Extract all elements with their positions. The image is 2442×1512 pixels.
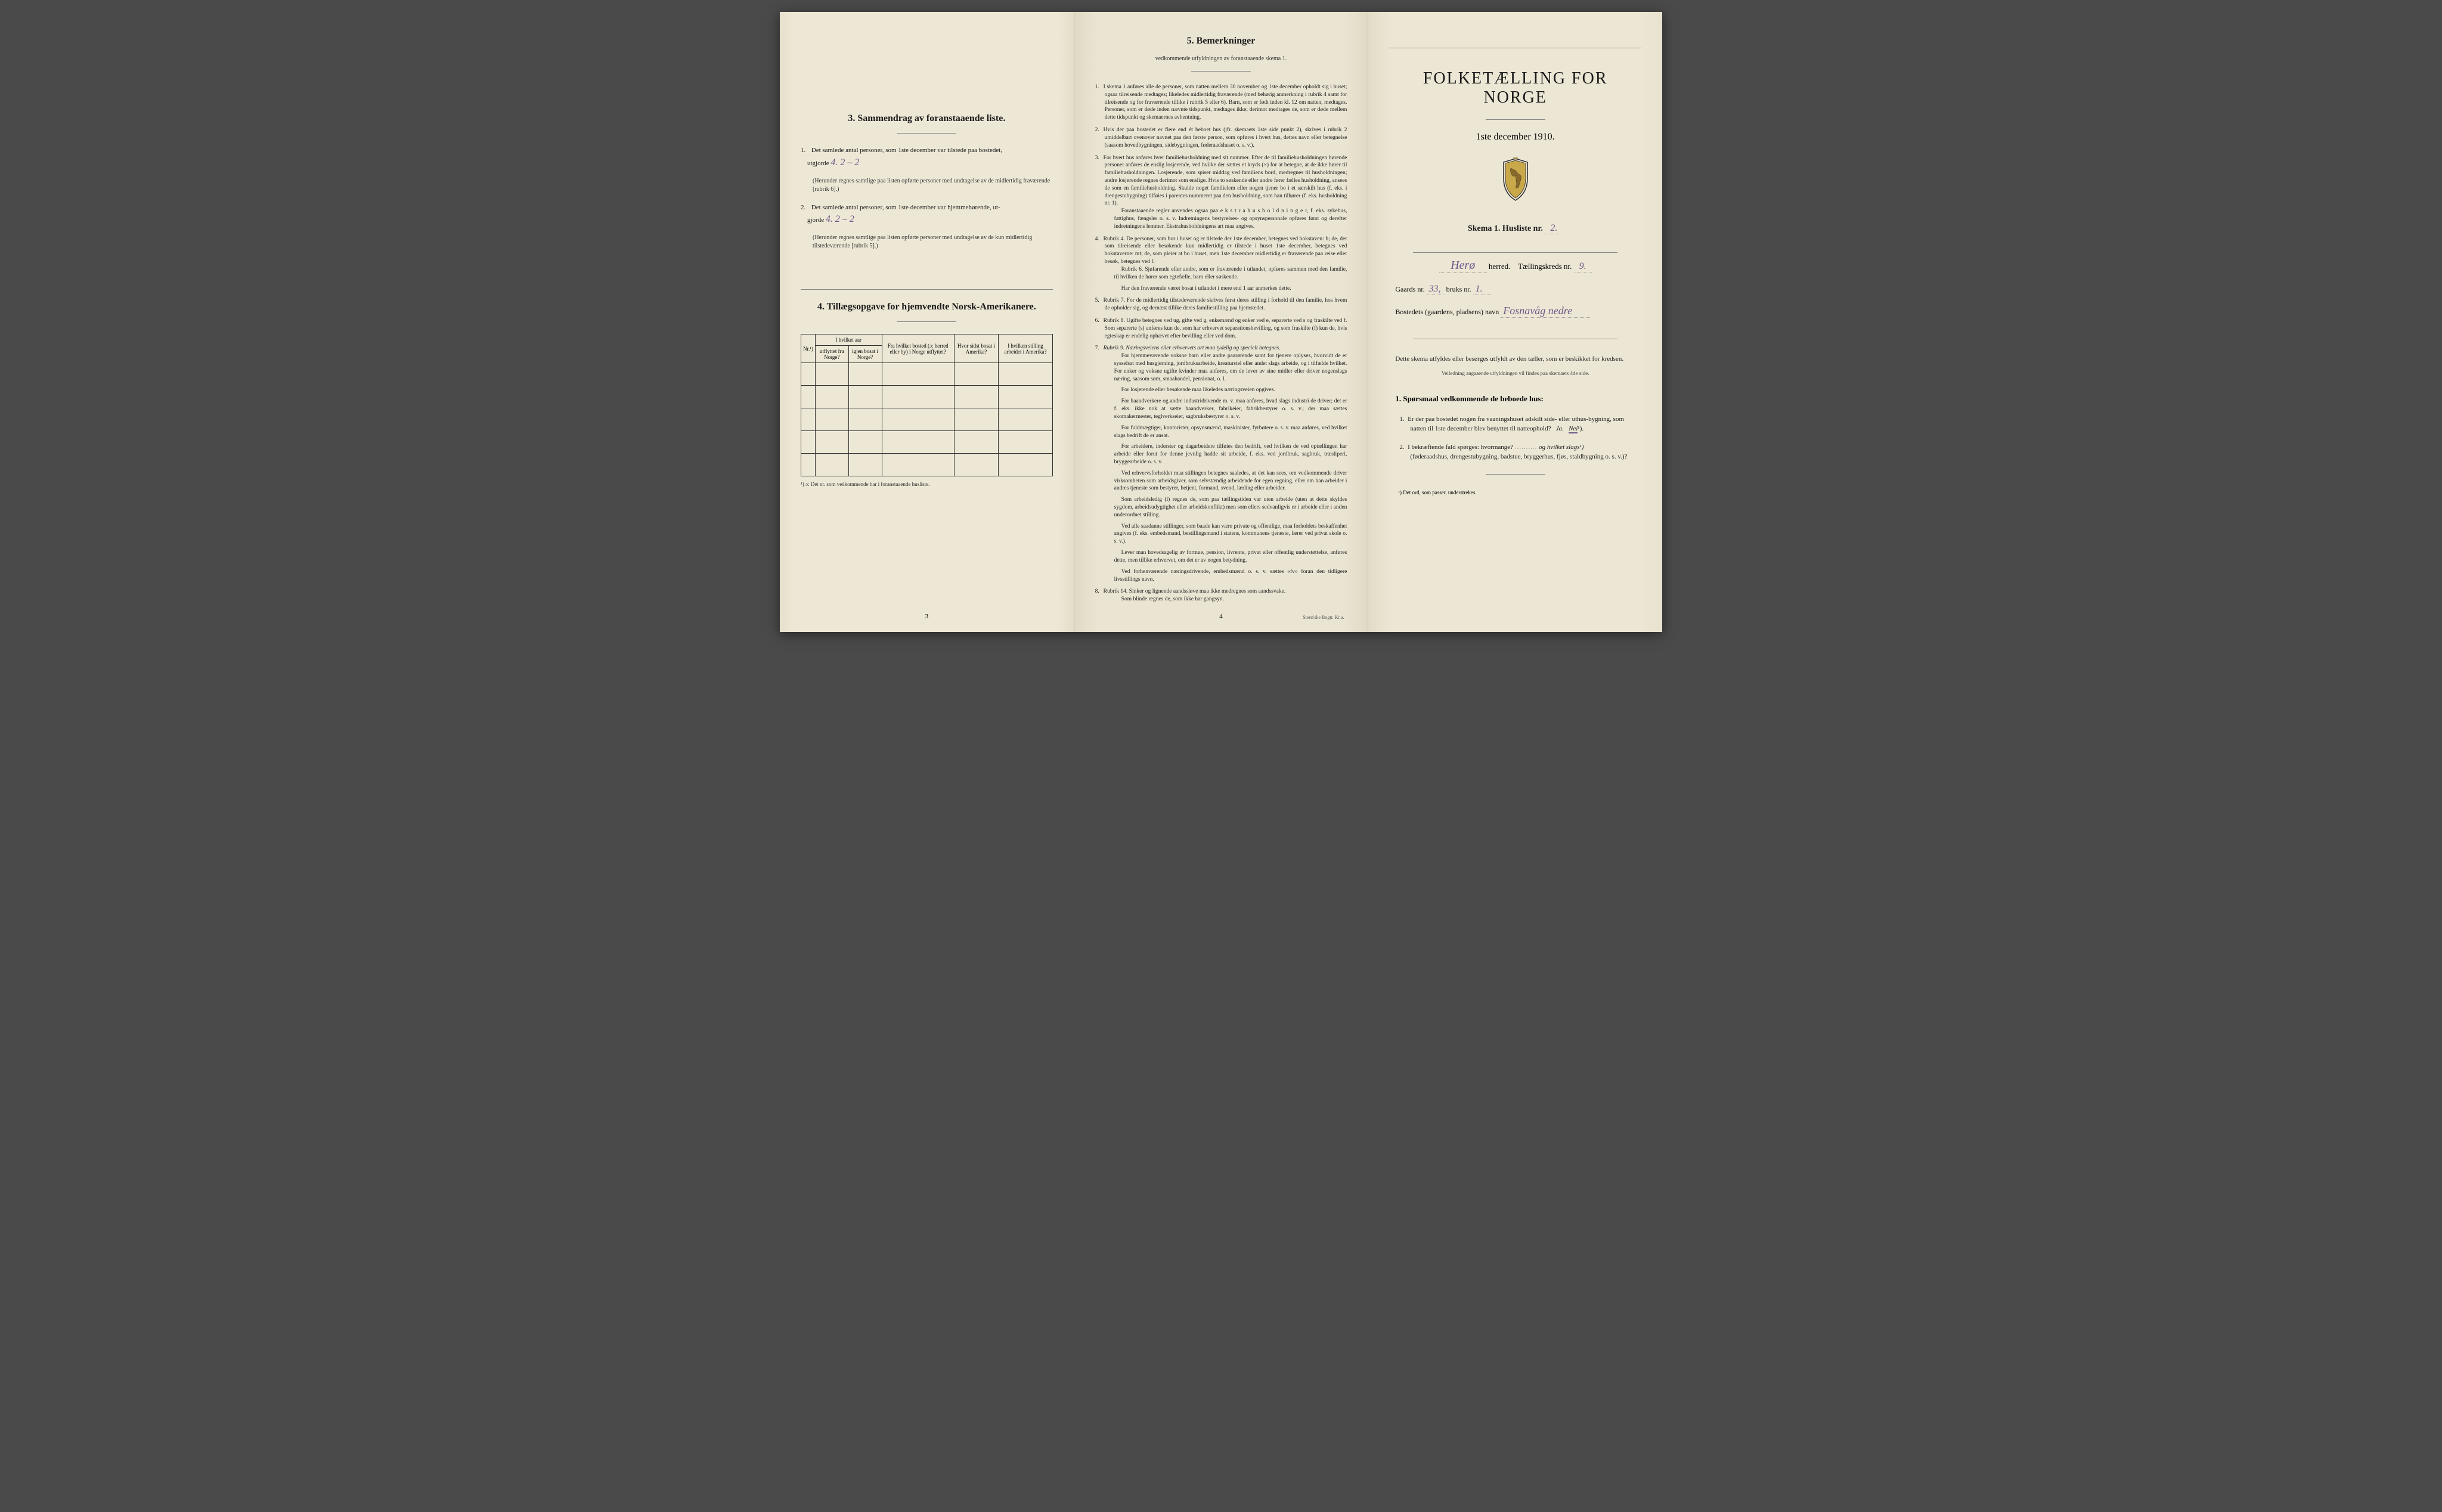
section3-title: 3. Sammendrag av foranstaaende liste.	[801, 113, 1053, 124]
table-row	[801, 454, 1053, 476]
answer-nei: Nei	[1569, 425, 1578, 433]
th-igjen: igjen bosat i Norge?	[848, 346, 882, 363]
main-date: 1ste december 1910.	[1389, 132, 1641, 142]
remark-4: 4.Rubrik 4. De personer, som bor i huset…	[1095, 236, 1347, 293]
section4-title: 4. Tillægsopgave for hjemvendte Norsk-Am…	[801, 302, 1053, 312]
panel-left: 3. Sammendrag av foranstaaende liste. 1.…	[780, 12, 1074, 632]
kreds-nr: 9.	[1574, 261, 1592, 272]
veiledning: Veiledning angaaende utfyldningen vil fi…	[1389, 370, 1641, 376]
divider	[801, 289, 1053, 290]
th-utflyttet: utflyttet fra Norge?	[815, 346, 848, 363]
main-title: FOLKETÆLLING FOR NORGE	[1389, 69, 1641, 107]
item-2-note: (Herunder regnes samtlige paa listen opf…	[813, 234, 1053, 250]
remark-2: 2.Hvis der paa bostedet er flere end ét …	[1095, 126, 1347, 149]
divider	[1486, 119, 1545, 120]
table-row	[801, 408, 1053, 431]
section5-title: 5. Bemerkninger	[1095, 36, 1347, 47]
fill-instruction: Dette skema utfyldes eller besørges utfy…	[1389, 354, 1641, 364]
divider	[897, 133, 956, 134]
sporsmaal-head: 1. Spørsmaal vedkommende de beboede hus:	[1389, 394, 1641, 404]
coat-of-arms-icon	[1389, 157, 1641, 205]
remark-8: 8.Rubrik 14. Sinker og lignende aandsslø…	[1095, 588, 1347, 603]
printer-mark: Steen'ske Bogtr. Kr.a.	[1303, 615, 1344, 620]
bosted-line: Bostedets (gaardens, pladsens) navn Fosn…	[1389, 305, 1641, 318]
gaard-line: Gaards nr. 33, bruks nr. 1.	[1389, 284, 1641, 295]
amerika-table: Nr.¹) I hvilket aar Fra hvilket bosted (…	[801, 334, 1053, 476]
remark-5: 5.Rubrik 7. For de midlertidig tilstedev…	[1095, 297, 1347, 312]
panel-center: 5. Bemerkninger vedkommende utfyldningen…	[1074, 12, 1369, 632]
husliste-nr: 2.	[1545, 223, 1563, 234]
remark-6: 6.Rubrik 8. Ugifte betegnes ved ug, gift…	[1095, 317, 1347, 340]
section5-subtitle: vedkommende utfyldningen av foranstaaend…	[1095, 55, 1347, 62]
th-bosted: Fra hvilket bosted (ɔ: herred eller by) …	[882, 334, 954, 363]
table-row	[801, 363, 1053, 386]
item-1: 1. Det samlede antal personer, som 1ste …	[801, 145, 1053, 170]
bosted-name: Fosnavåg nedre	[1501, 305, 1590, 318]
sporsmaal-1: 1. Er der paa bostedet nogen fra vaaning…	[1389, 414, 1641, 434]
page-number: 4	[1219, 613, 1223, 620]
th-hvor: Hvor sidst bosat i Amerika?	[954, 334, 998, 363]
remarks-list: 1.I skema 1 anføres alle de personer, so…	[1095, 83, 1347, 603]
herred-line: Herø herred. Tællingskreds nr. 9.	[1389, 259, 1641, 273]
table-footnote: ¹) ɔ: Det nr. som vedkommende har i fora…	[801, 481, 1053, 487]
handwritten-count-2: 4. 2 – 2	[826, 214, 854, 224]
remark-7: 7.Rubrik 9. Næringsveiens eller erhverve…	[1095, 345, 1347, 583]
th-nr: Nr.¹)	[801, 334, 816, 363]
skema-line: Skema 1. Husliste nr. 2.	[1389, 223, 1641, 234]
sporsmaal-2: 2. I bekræftende fald spørges: hvormange…	[1389, 442, 1641, 462]
divider	[897, 321, 956, 322]
table-row	[801, 386, 1053, 408]
herred-name: Herø	[1439, 259, 1487, 273]
footnote-understrekes: ¹) Det ord, som passer, understrekes.	[1389, 489, 1641, 495]
th-stilling: I hvilken stilling arbeidet i Amerika?	[999, 334, 1052, 363]
gaard-nr: 33,	[1427, 284, 1445, 295]
divider	[1486, 474, 1545, 475]
remark-1: 1.I skema 1 anføres alle de personer, so…	[1095, 83, 1347, 122]
table-row	[801, 431, 1053, 454]
handwritten-count-1: 4. 2 – 2	[830, 157, 859, 168]
item-2: 2. Det samlede antal personer, som 1ste …	[801, 203, 1053, 227]
remark-3: 3.For hvert hus anføres hver familiehush…	[1095, 154, 1347, 231]
page-number: 3	[925, 613, 929, 620]
item-1-note: (Herunder regnes samtlige paa listen opf…	[813, 177, 1053, 194]
panel-right: FOLKETÆLLING FOR NORGE 1ste december 191…	[1368, 12, 1662, 632]
bruks-nr: 1.	[1473, 284, 1491, 295]
divider	[1413, 252, 1617, 253]
th-aar: I hvilket aar	[815, 334, 882, 346]
divider	[1191, 71, 1251, 72]
